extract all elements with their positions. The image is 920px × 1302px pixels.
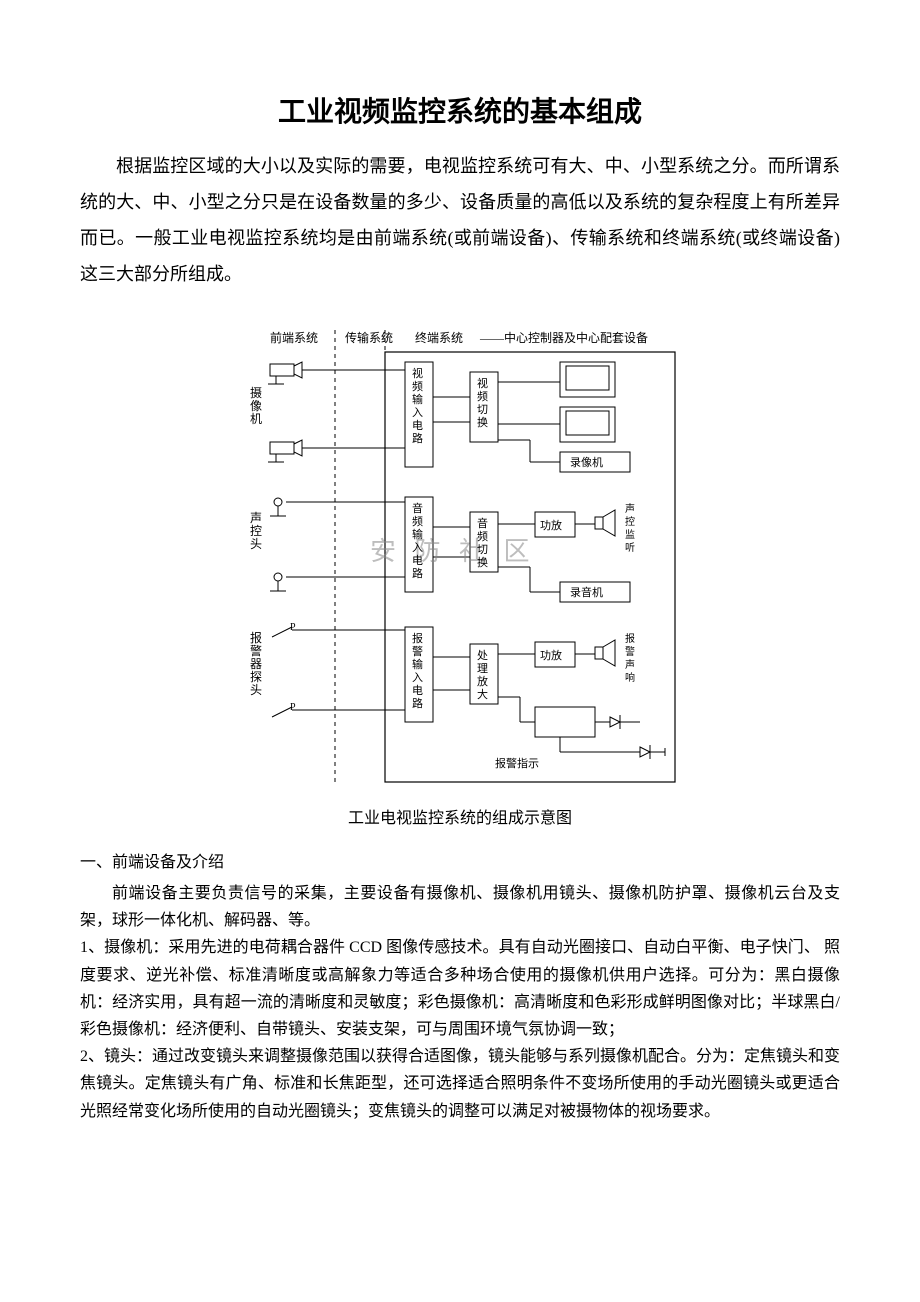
hdr-right: ——中心控制器及中心配套设备 (479, 330, 648, 345)
lbl-camera: 摄像机 (250, 385, 262, 426)
section-1-p2: 1、摄像机：采用先进的电荷耦合器件 CCD 图像传感技术。具有自动光圈接口、自动… (80, 934, 840, 1043)
lbl-proc: 处理放大 (477, 649, 488, 701)
watermark: 安 防 社 区 (370, 537, 536, 566)
lbl-alarm-ind: 报警指示 (495, 756, 539, 770)
lbl-video-sw: 视频切换 (477, 376, 488, 429)
lbl-audio-in: 音频输入电路 (412, 501, 423, 580)
lbl-audio-sw: 音频切换 (477, 516, 488, 569)
hdr-front: 前端系统 (270, 330, 318, 345)
lbl-amp2: 功放 (540, 648, 562, 662)
section-1-p1: 前端设备主要负责信号的采集，主要设备有摄像机、摄像机用镜头、摄像机防护罩、摄像机… (80, 880, 840, 934)
section-1-heading: 一、前端设备及介绍 (80, 848, 840, 872)
led-icon-2 (640, 745, 650, 759)
system-diagram: 前端系统 传输系统 终端系统 ——中心控制器及中心配套设备 摄像机 (80, 312, 840, 828)
intro-paragraph: 根据监控区域的大小以及实际的需要，电视监控系统可有大、中、小型系统之分。而所谓系… (80, 148, 840, 292)
section-1-p3: 2、镜头：通过改变镜头来调整摄像范围以获得合适图像，镜头能够与系列摄像机配合。分… (80, 1043, 840, 1125)
lbl-amp: 功放 (540, 518, 562, 532)
diagram-caption: 工业电视监控系统的组成示意图 (80, 804, 840, 828)
hdr-transmit: 传输系统 (345, 330, 393, 345)
speaker-icon-1 (595, 510, 615, 536)
page-title: 工业视频监控系统的基本组成 (80, 90, 840, 130)
lbl-audio: 声控头 (250, 511, 262, 551)
lbl-alarm-sound: 报警声响 (625, 632, 635, 684)
lbl-alarm-in: 报警输入电路 (412, 631, 423, 710)
svg-text:P: P (290, 702, 296, 713)
lbl-audio-mon: 声控监听 (625, 502, 635, 554)
led-icon-1 (610, 715, 620, 729)
speaker-icon-2 (595, 640, 615, 666)
camera-icon-1 (268, 362, 302, 384)
mic-icon-2 (270, 573, 286, 591)
lbl-alarm: 报警器探头 (250, 630, 262, 697)
svg-text:P: P (290, 622, 296, 633)
lbl-recorder-v: 录像机 (570, 455, 603, 469)
lbl-video-in: 视频输入电路 (412, 366, 423, 445)
mic-icon-1 (270, 498, 286, 516)
lbl-recorder-a: 录音机 (570, 585, 603, 599)
hdr-terminal: 终端系统 (415, 330, 463, 345)
camera-icon-2 (268, 440, 302, 462)
